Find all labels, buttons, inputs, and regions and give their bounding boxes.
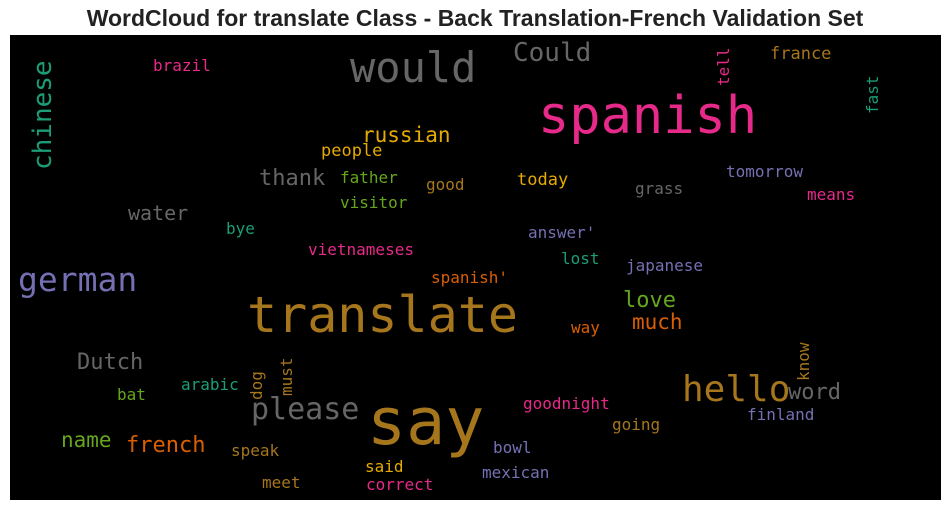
chart-title: WordCloud for translate Class - Back Tra…	[86, 5, 864, 31]
cloud-word-spanish: spanish'	[431, 268, 509, 287]
cloud-word-tomorrow: tomorrow	[726, 162, 804, 181]
cloud-word-name: name	[61, 428, 112, 452]
cloud-word-answer: answer'	[528, 223, 596, 242]
cloud-word-dog: dog	[247, 371, 266, 400]
cloud-word-arabic: arabic	[181, 375, 239, 394]
cloud-word-know: know	[794, 342, 813, 381]
cloud-word-good: good	[426, 175, 465, 194]
cloud-word-father: father	[340, 168, 398, 187]
cloud-word-love: love	[623, 288, 676, 313]
cloud-word-speak: speak	[231, 441, 280, 460]
cloud-word-bye: bye	[226, 219, 255, 238]
cloud-word-france: france	[770, 44, 832, 64]
cloud-word-today: today	[517, 170, 569, 190]
cloud-word-say: say	[367, 385, 485, 460]
cloud-word-japanese: japanese	[626, 256, 704, 275]
cloud-word-translate: translate	[247, 286, 518, 344]
cloud-word-way: way	[571, 318, 600, 337]
cloud-word-correct: correct	[366, 475, 434, 494]
cloud-word-german: german	[18, 260, 138, 299]
cloud-word-brazil: brazil	[153, 56, 211, 75]
cloud-word-french: french	[126, 433, 206, 458]
cloud-word-must: must	[277, 357, 296, 396]
cloud-word-water: water	[128, 201, 189, 225]
cloud-word-meet: meet	[262, 473, 301, 492]
cloud-word-means: means	[807, 185, 856, 204]
cloud-word-would: would	[350, 43, 477, 92]
cloud-word-word: word	[788, 380, 841, 405]
cloud-word-vietnameses: vietnameses	[308, 240, 414, 259]
cloud-word-finland: finland	[747, 405, 815, 424]
cloud-word-hello: hello	[682, 369, 791, 410]
cloud-word-dutch: Dutch	[77, 350, 144, 375]
cloud-word-goodnight: goodnight	[523, 394, 610, 413]
cloud-word-mexican: mexican	[482, 463, 550, 482]
word-cloud: translate say spanish would hello german pleas…	[10, 35, 941, 500]
cloud-word-could: Could	[513, 38, 592, 68]
cloud-word-tell: tell	[714, 47, 733, 86]
cloud-word-bowl: bowl	[493, 438, 532, 457]
cloud-word-thank: thank	[259, 166, 326, 191]
cloud-word-visitor: visitor	[340, 193, 408, 212]
cloud-word-russian: russian	[362, 123, 451, 147]
cloud-word-said: said	[365, 457, 404, 476]
cloud-word-much: much	[632, 310, 683, 334]
cloud-word-bat: bat	[117, 385, 146, 404]
cloud-word-fast: fast	[863, 75, 882, 114]
cloud-word-chinese: chinese	[28, 60, 58, 170]
cloud-word-people: people	[321, 141, 383, 161]
cloud-word-going: going	[612, 415, 661, 434]
cloud-word-please: please	[251, 392, 360, 427]
cloud-word-spanish: spanish	[538, 86, 758, 146]
cloud-word-lost: lost	[561, 249, 600, 268]
cloud-word-grass: grass	[635, 179, 684, 198]
